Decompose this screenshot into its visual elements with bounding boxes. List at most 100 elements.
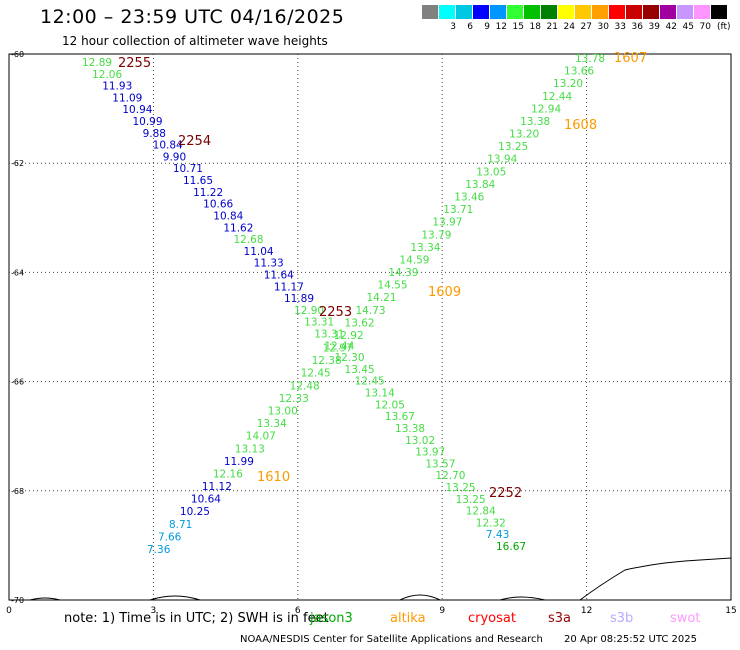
wave-height-value: 10.84	[153, 140, 183, 152]
wave-height-value: 7.36	[147, 544, 171, 556]
scale-label: 15	[512, 22, 524, 32]
legend-satellite-swot: swot	[670, 611, 701, 626]
wave-height-value: 12.16	[213, 468, 243, 480]
wave-height-value: 13.66	[564, 66, 594, 78]
wave-height-value: 13.31	[314, 329, 344, 341]
wave-height-value: 13.20	[509, 129, 539, 141]
wave-height-value: 11.93	[102, 81, 132, 93]
wave-height-value: 13.94	[487, 154, 517, 166]
color-scale-labels: 3 6 9 12 15 18 21 24 27 30 33 36 39 42 45 70	[422, 22, 711, 32]
wave-height-value: 11.12	[202, 481, 232, 493]
wave-height-value: 11.33	[254, 258, 284, 270]
scale-label: 27	[580, 22, 592, 32]
wave-height-value: 13.25	[498, 141, 528, 153]
wave-height-value: 12.68	[233, 234, 263, 246]
wave-height-value: 11.22	[193, 187, 223, 199]
legend-satellite-s3a: s3a	[548, 611, 572, 626]
wave-height-value: 12.97	[323, 343, 353, 355]
wave-height-value: 13.05	[476, 166, 506, 178]
wave-height-value: 10.25	[180, 506, 210, 518]
footer: NOAA/NESDIS Center for Satellite Applica…	[240, 634, 697, 645]
wave-height-value: 13.38	[395, 423, 425, 435]
wave-height-value: 13.20	[553, 78, 583, 90]
wave-height-value: 14.73	[356, 305, 386, 317]
color-scale	[422, 5, 728, 19]
x-tick-label: 9	[439, 606, 445, 616]
scale-swatch	[558, 5, 575, 19]
wave-height-value: 11.64	[264, 269, 294, 281]
wave-height-value: 13.71	[443, 204, 473, 216]
scale-swatch	[609, 5, 626, 19]
wave-height-value: 12.38	[312, 355, 342, 367]
track-values: 12.8912.0611.9311.0910.9410.999.8810.849…	[82, 51, 647, 556]
legend-satellite-jason3: jason3	[310, 611, 353, 626]
wave-height-value: 14.39	[388, 267, 418, 279]
pass-time-label: 2253	[319, 305, 352, 320]
scale-label: 70	[699, 22, 711, 32]
wave-height-value: 9.88	[143, 128, 166, 140]
wave-height-value: 13.25	[456, 494, 486, 506]
wave-height-value: 14.21	[366, 292, 396, 304]
wave-height-value: 12.32	[476, 517, 506, 529]
scale-label: 12	[495, 22, 507, 32]
x-tick-label: 15	[725, 606, 736, 616]
wave-height-value: 11.62	[223, 222, 253, 234]
coastline	[578, 557, 732, 601]
wave-height-value: 10.94	[122, 104, 152, 116]
wave-height-value: 10.71	[173, 163, 203, 175]
wave-height-value: 12.48	[290, 380, 320, 392]
scale-swatch	[694, 5, 711, 19]
wave-height-value: 13.45	[345, 364, 375, 376]
wave-height-value: 13.67	[385, 411, 415, 423]
pass-time-label: 1608	[564, 118, 597, 133]
legend-satellite-altika: altika	[390, 611, 426, 626]
wave-height-value: 13.13	[235, 443, 265, 455]
legend-satellite-s3b: s3b	[610, 611, 634, 626]
pass-time-label: 2254	[178, 134, 211, 149]
scale-label: 36	[631, 22, 643, 32]
scale-swatch	[643, 5, 660, 19]
footer-credit: NOAA/NESDIS Center for Satellite Applica…	[240, 634, 543, 645]
wave-height-value: 13.79	[421, 229, 451, 241]
wave-height-value: 14.55	[377, 280, 407, 292]
wave-height-value: 13.34	[257, 418, 287, 430]
scale-label: 24	[563, 22, 575, 32]
scale-label: 6	[467, 22, 473, 32]
wave-height-value: 10.99	[132, 116, 162, 128]
wave-height-value: 10.66	[203, 199, 233, 211]
wave-height-value: 12.89	[82, 57, 112, 69]
wave-height-value: 7.43	[486, 529, 509, 541]
wave-height-value: 13.00	[268, 406, 298, 418]
scale-swatch	[575, 5, 592, 19]
wave-height-value: 14.07	[246, 431, 276, 443]
pass-time-label: 2252	[489, 486, 522, 501]
wave-height-value: 13.34	[410, 242, 440, 254]
scale-swatch	[592, 5, 609, 19]
wave-height-value: 12.70	[435, 470, 465, 482]
color-scale-unit: (ft)	[717, 22, 731, 32]
wave-height-value: 10.64	[191, 494, 221, 506]
scale-swatch	[677, 5, 694, 19]
page-subtitle: 12 hour collection of altimeter wave hei…	[62, 34, 328, 48]
wave-height-value: 12.44	[324, 340, 354, 352]
wave-height-value: 12.84	[466, 506, 496, 518]
wave-height-value: 13.14	[365, 388, 395, 400]
scale-swatch	[626, 5, 643, 19]
scale-label: 21	[546, 22, 558, 32]
map-grid	[9, 54, 731, 600]
x-tick-label: 3	[151, 606, 157, 616]
wave-height-value: 12.06	[92, 69, 122, 81]
scale-label: 45	[682, 22, 694, 32]
y-tick-label: -64	[11, 268, 24, 277]
wave-height-value: 11.65	[183, 175, 213, 187]
wave-height-value: 12.45	[301, 368, 331, 380]
map-frame	[8, 53, 732, 601]
scale-swatch	[507, 5, 524, 19]
wave-height-value: 11.04	[244, 246, 274, 258]
wave-height-value: 7.66	[158, 531, 182, 543]
scale-swatch	[473, 5, 490, 19]
y-tick-label: -62	[11, 159, 24, 168]
scale-swatch	[456, 5, 473, 19]
wave-height-value: 10.84	[213, 210, 243, 222]
